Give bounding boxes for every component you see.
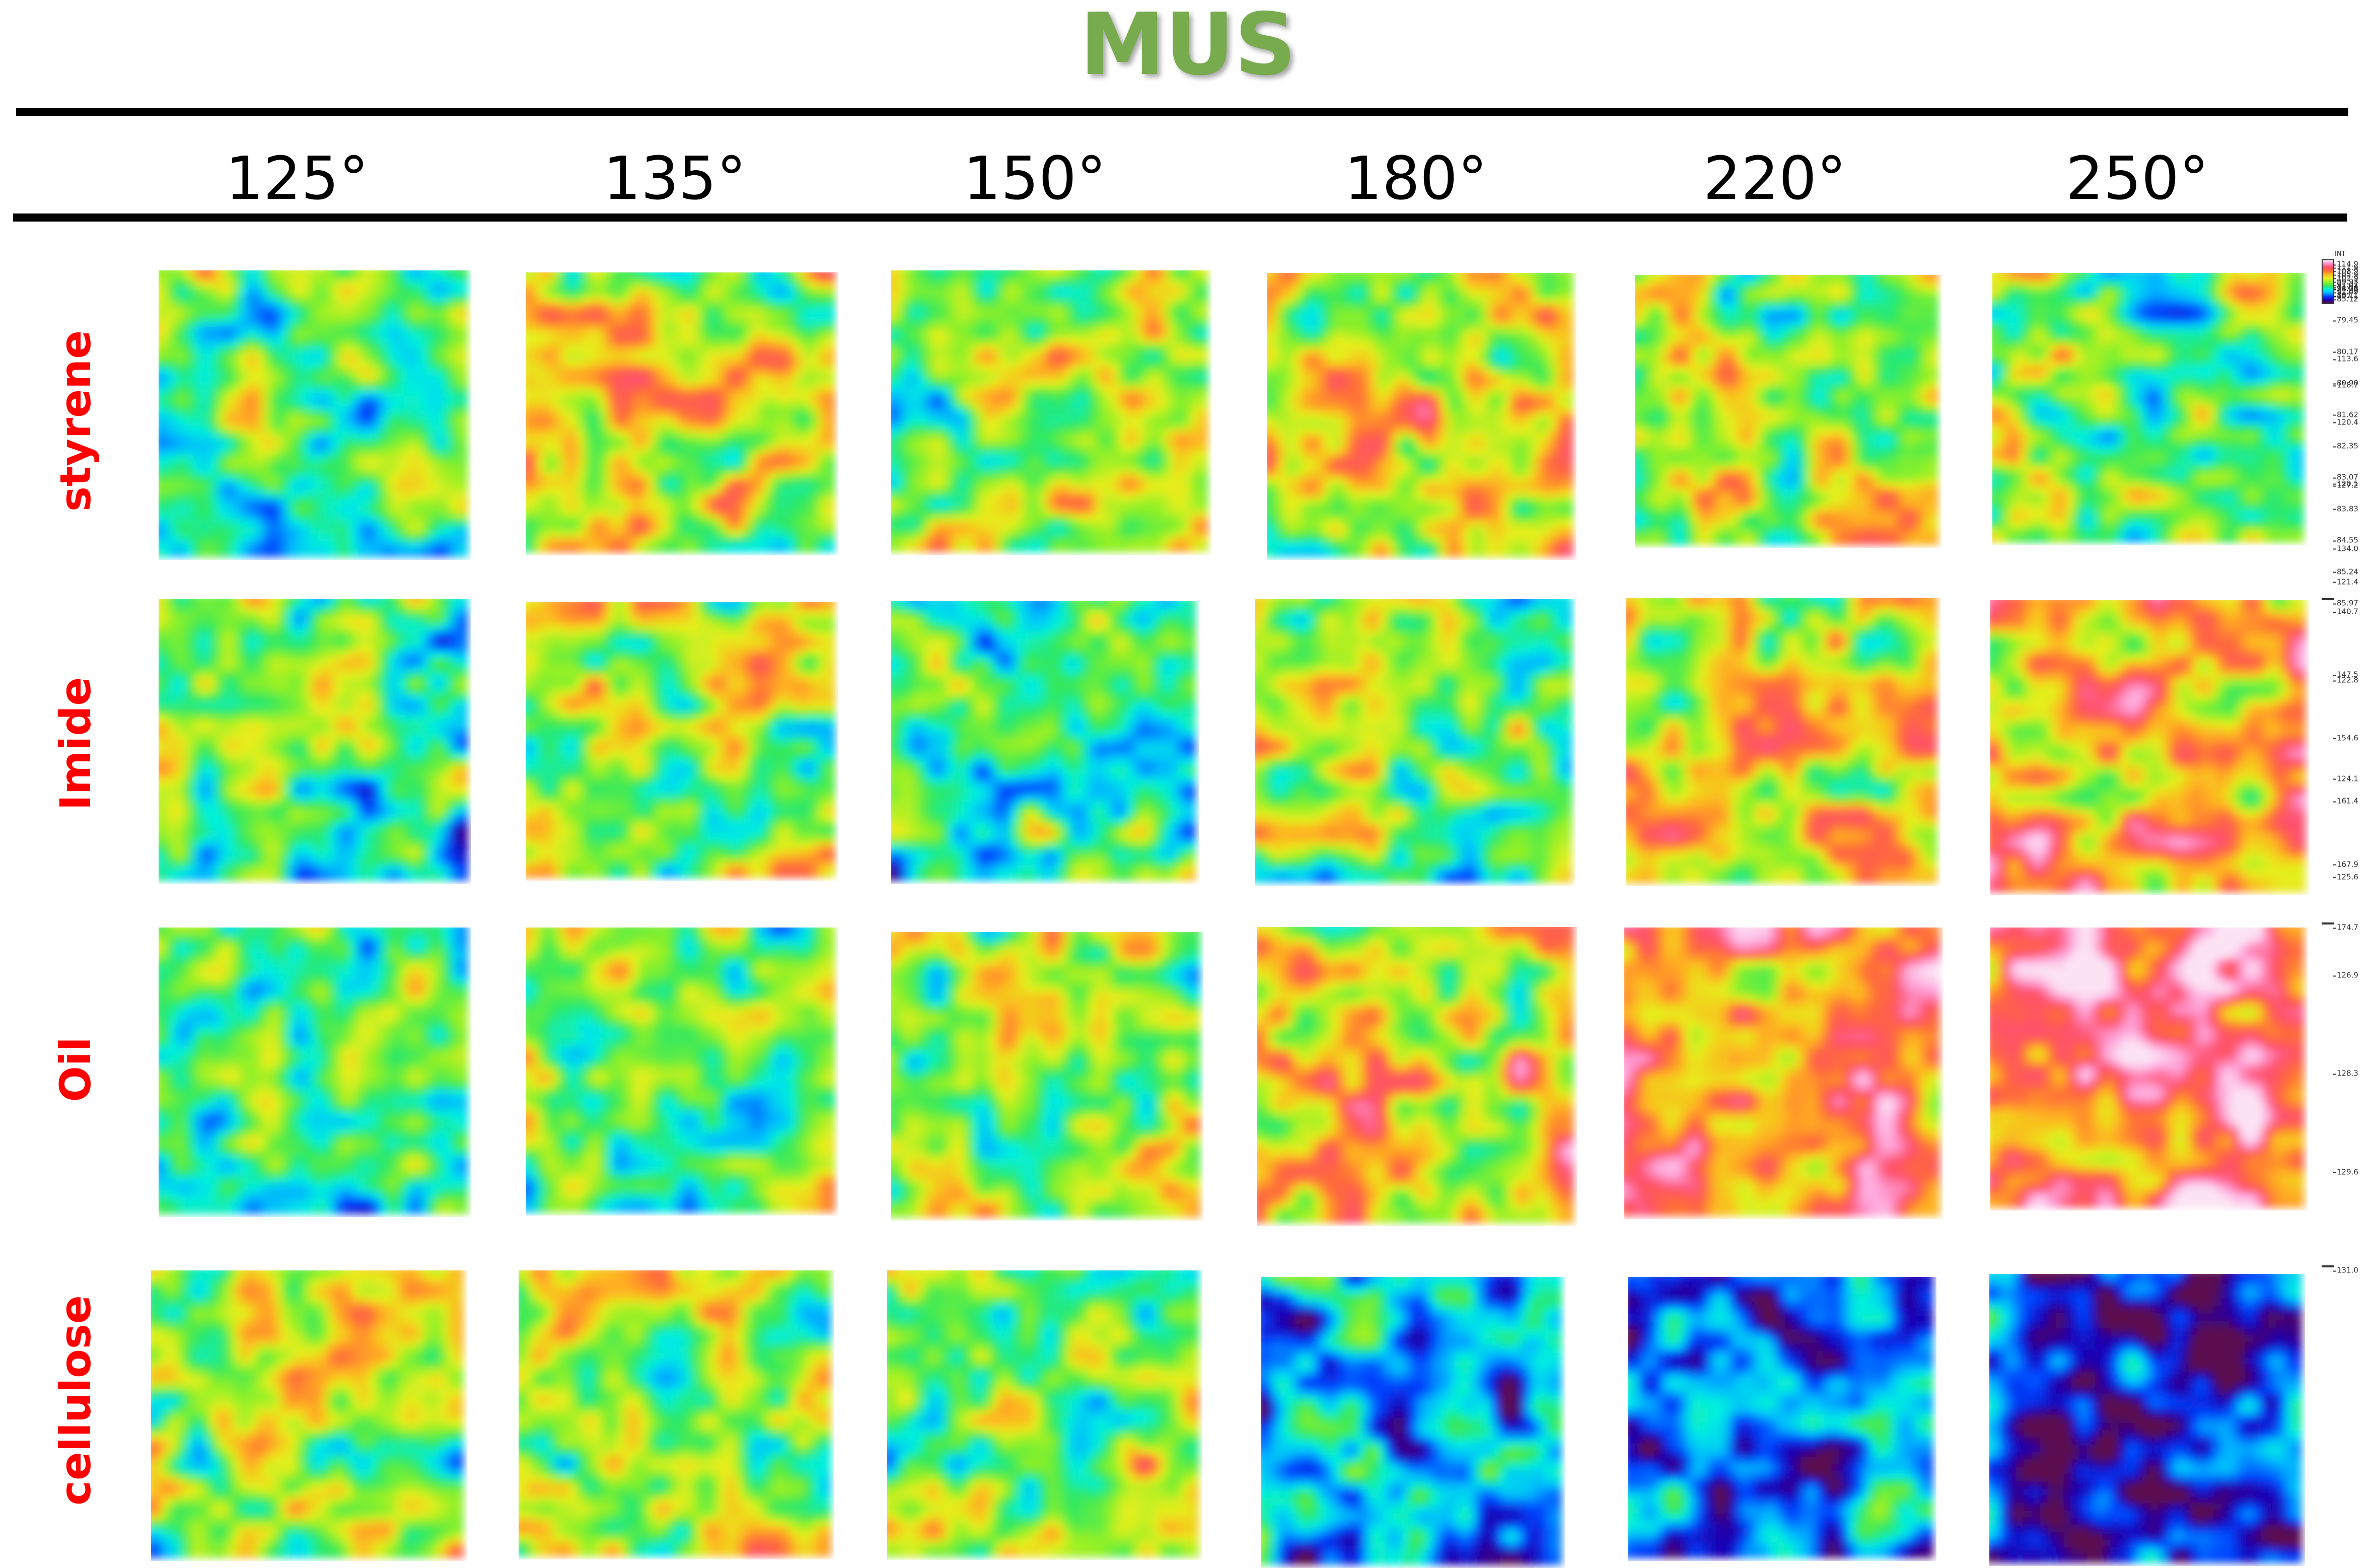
heatmap-cellulose-125 bbox=[151, 1270, 467, 1561]
column-header-180: 180° bbox=[1315, 144, 1517, 213]
heatmap-styrene-150 bbox=[891, 270, 1211, 555]
colorbar-styrene bbox=[2322, 259, 2334, 304]
heatmap-cellulose-220 bbox=[1628, 1277, 1936, 1561]
colorbar-tick-styrene: 91.09 bbox=[2333, 288, 2358, 296]
row-label-imide: Imide bbox=[51, 677, 100, 811]
heatmap-oil-150 bbox=[891, 932, 1203, 1221]
heatmap-imide-220 bbox=[1626, 598, 1940, 886]
colorbar-tick-styrene: 114.9 bbox=[2333, 260, 2358, 268]
row-label-styrene: styrene bbox=[51, 330, 100, 512]
colorbar-tick-oil: 127.2 bbox=[2333, 481, 2358, 489]
colorbar-title-styrene: INT bbox=[2335, 250, 2346, 258]
row-label-cellulose: cellulose bbox=[51, 1295, 100, 1506]
header-rule bbox=[13, 213, 2347, 222]
colorbar-tick-imide: 83.07 bbox=[2333, 473, 2358, 481]
heatmap-imide-135 bbox=[526, 602, 838, 881]
colorbar-tick-imide: 80.90 bbox=[2333, 379, 2358, 387]
heatmap-oil-180 bbox=[1257, 927, 1577, 1226]
colorbar-tick-styrene: 85.12 bbox=[2333, 295, 2358, 303]
colorbar-tick-oil: 154.6 bbox=[2333, 734, 2358, 742]
colorbar-tick-oil: 107.1 bbox=[2333, 292, 2358, 300]
colorbar-tick-oil: 174.7 bbox=[2333, 923, 2358, 932]
colorbar-tick-imide: 82.35 bbox=[2333, 442, 2358, 450]
colorbar-tick-imide: 83.83 bbox=[2333, 505, 2358, 513]
colorbar-imide bbox=[2322, 598, 2334, 600]
colorbar-tick-cellulose: 131.0 bbox=[2333, 1266, 2358, 1274]
colorbar-tick-cellulose: 121.4 bbox=[2333, 578, 2358, 586]
heatmap-imide-125 bbox=[159, 599, 471, 884]
top-rule bbox=[16, 108, 2348, 116]
colorbar-tick-cellulose: 120.1 bbox=[2333, 480, 2358, 487]
heatmap-oil-220 bbox=[1624, 928, 1943, 1219]
colorbar-tick-oil: 134.0 bbox=[2333, 545, 2358, 552]
heatmap-oil-250 bbox=[1990, 928, 2308, 1210]
heatmap-cellulose-250 bbox=[1989, 1274, 2305, 1566]
column-header-150: 150° bbox=[934, 144, 1135, 213]
colorbar-tick-cellulose: 118.7 bbox=[2333, 381, 2358, 389]
heatmap-styrene-220 bbox=[1635, 275, 1941, 548]
colorbar-tick-oil: 147.5 bbox=[2333, 671, 2358, 679]
heatmap-imide-250 bbox=[1990, 600, 2309, 895]
heatmap-styrene-125 bbox=[159, 270, 471, 560]
colorbar-tick-oil: 120.4 bbox=[2333, 418, 2358, 426]
colorbar-tick-styrene: 105.9 bbox=[2333, 271, 2358, 278]
row-label-oil: Oil bbox=[51, 1037, 100, 1102]
heatmap-styrene-250 bbox=[1992, 273, 2307, 545]
colorbar-tick-styrene: 108.9 bbox=[2333, 267, 2358, 275]
heatmap-cellulose-180 bbox=[1261, 1277, 1565, 1568]
colorbar-tick-cellulose: 128.3 bbox=[2333, 1070, 2358, 1078]
heatmap-oil-125 bbox=[159, 928, 471, 1217]
column-header-250: 250° bbox=[2037, 144, 2238, 213]
colorbar-tick-styrene: 111.9 bbox=[2333, 264, 2358, 271]
colorbar-tick-oil: 167.9 bbox=[2333, 861, 2358, 868]
colorbar-tick-styrene: 97.07 bbox=[2333, 281, 2358, 289]
heatmap-cellulose-135 bbox=[519, 1270, 834, 1559]
colorbar-tick-styrene: 102.9 bbox=[2333, 274, 2358, 282]
column-header-125: 125° bbox=[196, 144, 398, 213]
colorbar-tick-imide: 79.45 bbox=[2333, 316, 2358, 324]
colorbar-tick-oil: 161.4 bbox=[2333, 797, 2358, 805]
heatmap-cellulose-150 bbox=[887, 1270, 1202, 1560]
colorbar-tick-imide: 84.55 bbox=[2333, 536, 2358, 544]
column-header-220: 220° bbox=[1674, 144, 1876, 213]
colorbar-oil bbox=[2322, 922, 2334, 924]
colorbar-tick-cellulose: 124.1 bbox=[2333, 775, 2358, 782]
heatmap-oil-135 bbox=[526, 928, 838, 1216]
colorbar-tick-cellulose: 129.6 bbox=[2333, 1168, 2358, 1176]
colorbar-tick-oil: 113.6 bbox=[2333, 355, 2358, 363]
colorbar-tick-cellulose: 117.4 bbox=[2333, 283, 2358, 291]
colorbar-tick-cellulose: 125.6 bbox=[2333, 873, 2358, 881]
colorbar-tick-imide: 81.62 bbox=[2333, 411, 2358, 418]
heatmap-imide-180 bbox=[1255, 599, 1575, 886]
colorbar-tick-imide: 78.76 bbox=[2333, 285, 2358, 293]
heatmap-styrene-135 bbox=[526, 272, 838, 555]
colorbar-tick-oil: 140.7 bbox=[2333, 608, 2358, 616]
heatmap-styrene-180 bbox=[1267, 273, 1576, 560]
colorbar-tick-cellulose: 122.8 bbox=[2333, 676, 2358, 684]
colorbar-tick-imide: 85.97 bbox=[2333, 599, 2358, 607]
colorbar-tick-cellulose: 126.9 bbox=[2333, 971, 2358, 979]
colorbar-tick-imide: 80.17 bbox=[2333, 348, 2358, 355]
colorbar-tick-styrene: 99.93 bbox=[2333, 278, 2358, 286]
heatmap-imide-150 bbox=[891, 601, 1199, 884]
column-header-135: 135° bbox=[574, 144, 775, 213]
colorbar-cellulose bbox=[2322, 1265, 2334, 1267]
colorbar-tick-imide: 85.24 bbox=[2333, 568, 2358, 576]
figure-title: MUS bbox=[0, 0, 2376, 95]
